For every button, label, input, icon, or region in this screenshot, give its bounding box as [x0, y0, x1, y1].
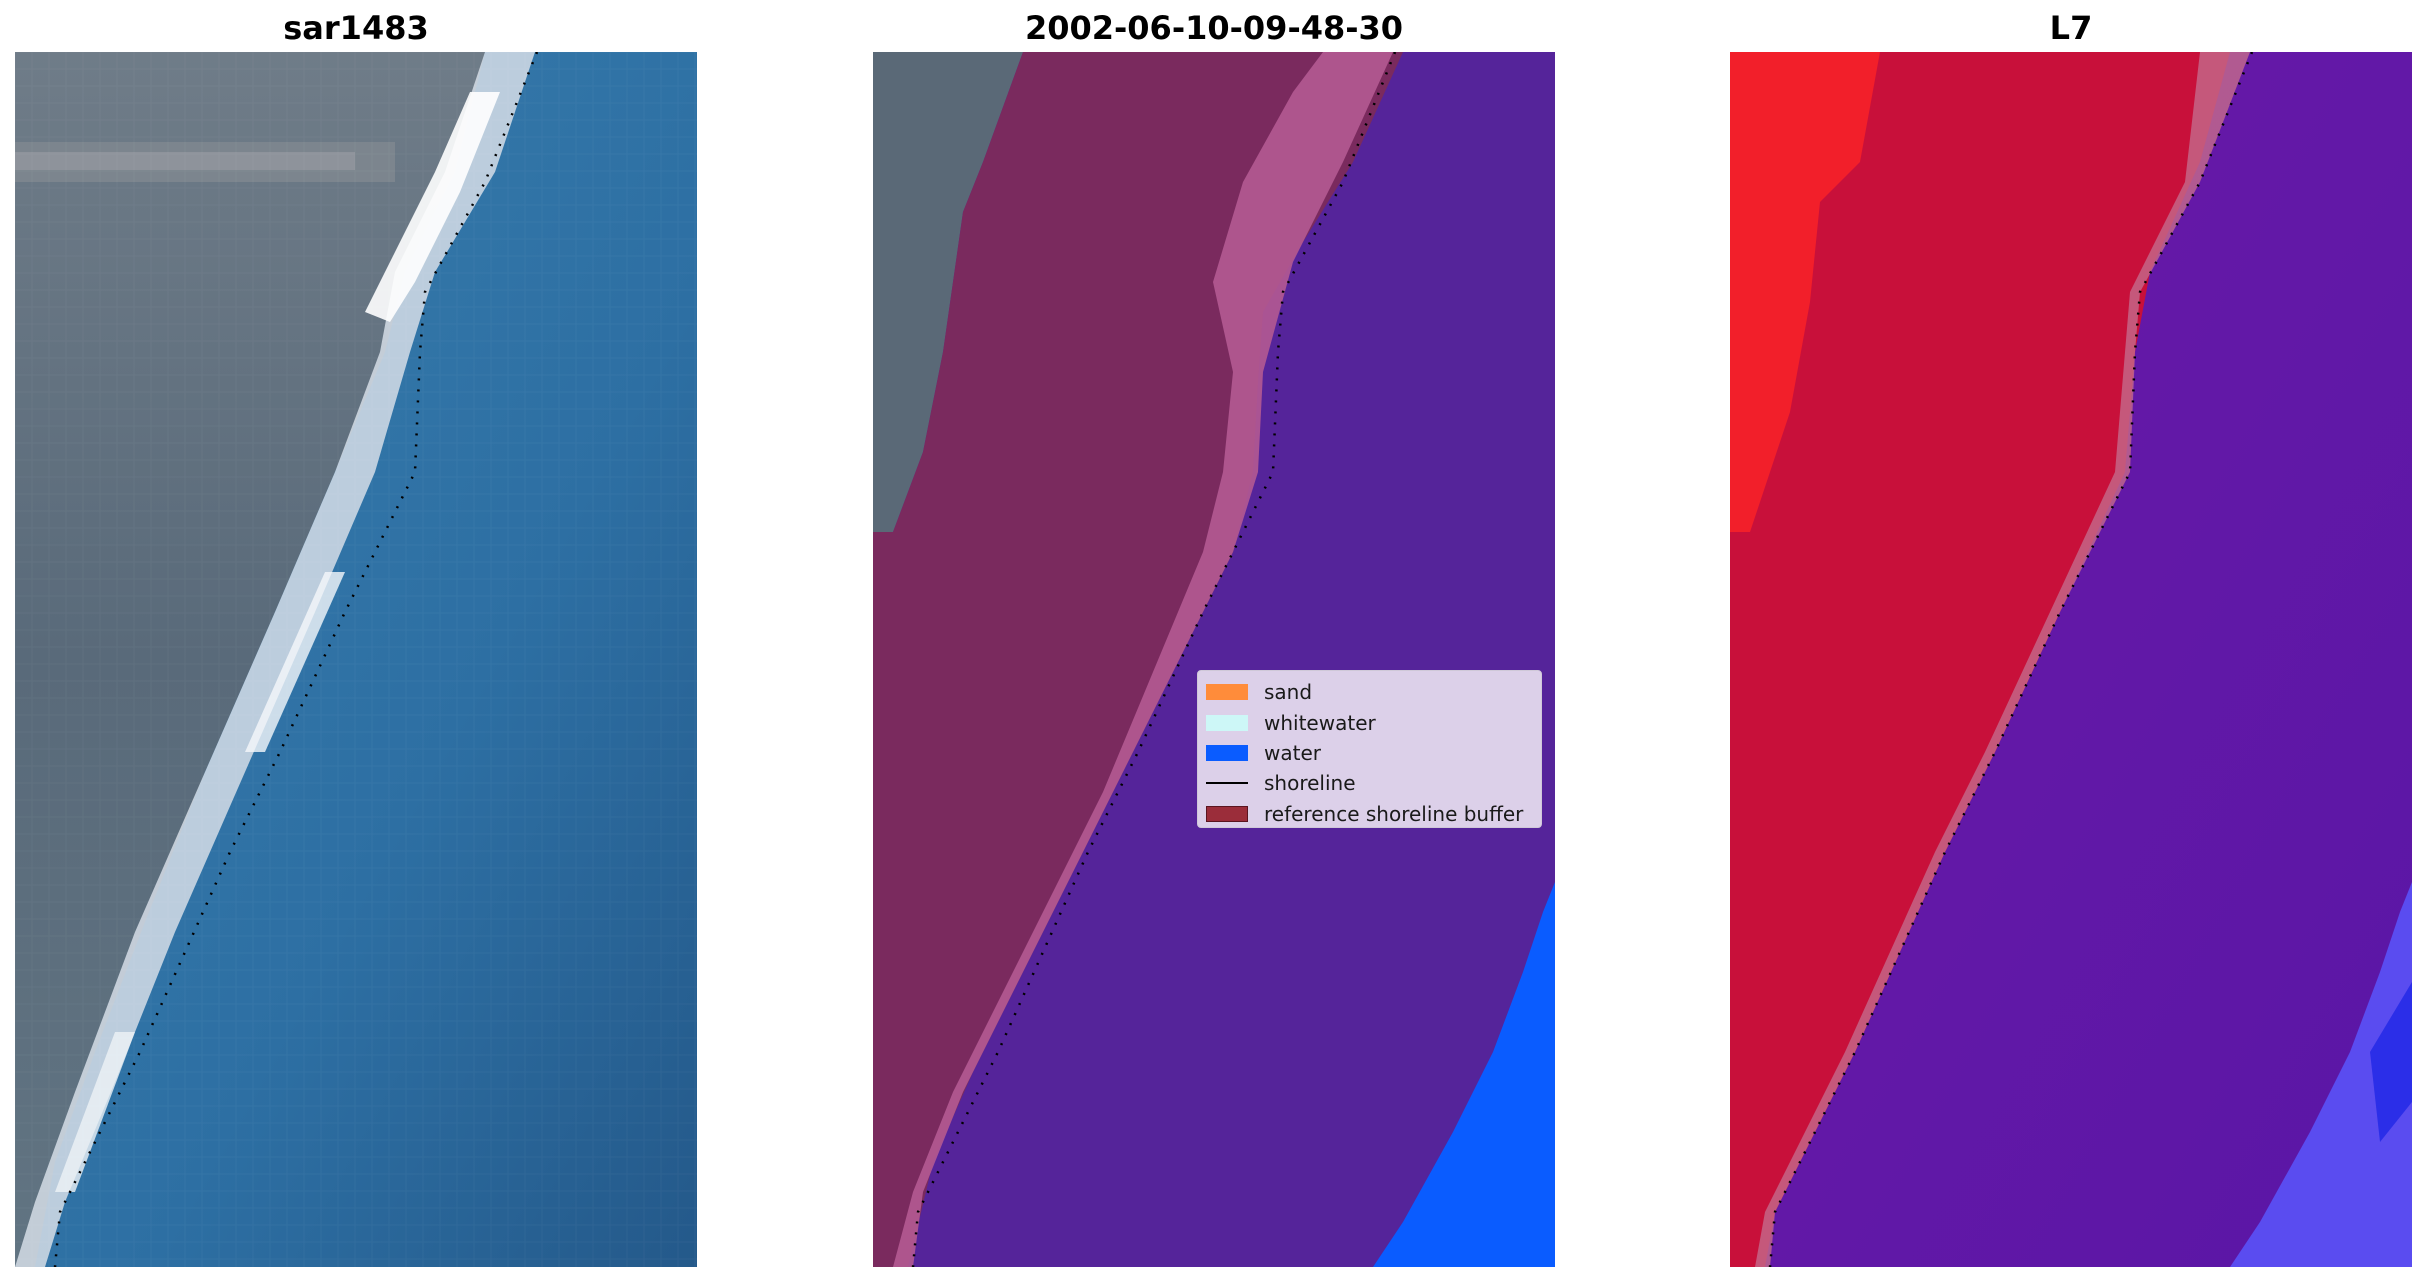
land-index-region — [1730, 52, 2230, 1267]
classification-panel — [873, 52, 1555, 1267]
shoreline-line — [911, 52, 1397, 1267]
legend-label: reference shoreline buffer — [1264, 801, 1524, 826]
legend-item-sand: sand — [1206, 677, 1533, 707]
legend: sand whitewater water shoreline referenc… — [1197, 670, 1542, 828]
index-image — [1730, 52, 2412, 1267]
shoreline-line — [53, 52, 539, 1267]
buffer-region — [873, 52, 1403, 1267]
legend-swatch-buffer — [1206, 805, 1248, 822]
land-unclassified — [873, 52, 1023, 532]
panel-title-classification: 2002-06-10-09-48-30 — [1024, 9, 1404, 47]
legend-item-shoreline: shoreline — [1206, 768, 1533, 798]
legend-item-whitewater: whitewater — [1206, 707, 1533, 737]
legend-swatch-whitewater — [1206, 714, 1248, 731]
water-class-region — [1373, 882, 1555, 1267]
index-panel — [1730, 52, 2412, 1267]
panel-title-index: L7 — [2049, 9, 2093, 47]
legend-label: sand — [1264, 680, 1313, 705]
panel-title-rgb: sar1483 — [283, 9, 429, 47]
legend-label: water — [1264, 740, 1321, 765]
water-index-corner — [2230, 882, 2412, 1267]
legend-line-shoreline — [1206, 782, 1248, 785]
rgb-image-panel — [15, 52, 697, 1267]
legend-item-reference-shoreline-buffer: reference shoreline buffer — [1206, 799, 1533, 829]
legend-swatch-sand — [1206, 684, 1248, 701]
shoreline-line — [1768, 52, 2254, 1267]
legend-label: whitewater — [1264, 710, 1376, 735]
rgb-image — [15, 52, 697, 1267]
legend-swatch-water — [1206, 744, 1248, 761]
classification-image — [873, 52, 1555, 1267]
legend-item-water: water — [1206, 738, 1533, 768]
legend-label: shoreline — [1264, 771, 1356, 796]
